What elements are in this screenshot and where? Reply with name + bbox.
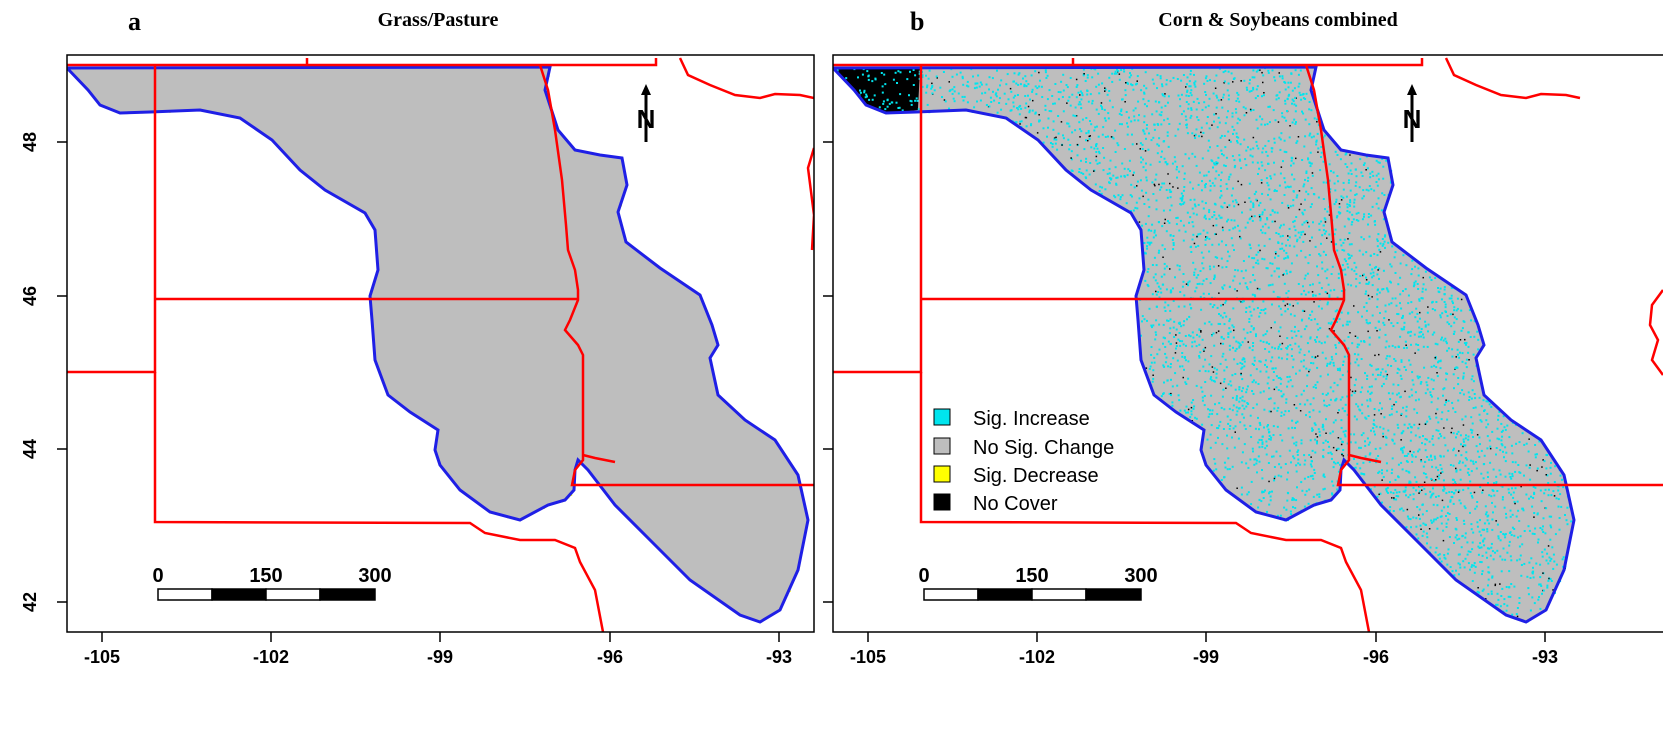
y-tick-label: 46 [20,286,40,306]
y-tick-label: 44 [20,439,40,459]
y-tick-label: 48 [20,132,40,152]
legend-label: Sig. Decrease [973,465,1099,487]
state-boundaries [833,57,1663,632]
x-tick-label: -105 [84,647,120,667]
scale-bar: 0 150 300 [918,565,1158,601]
scale-bar: 0 150 300 [152,565,392,601]
legend-swatch-no-cover [933,493,951,511]
legend-label: No Sig. Change [973,437,1114,459]
study-region-border [833,65,1576,624]
scale-label-150: 150 [1015,565,1048,587]
panel-title: Grass/Pasture [378,9,499,31]
panel-title: Corn & Soybeans combined [1158,9,1397,31]
x-tick-label: -96 [597,647,623,667]
state-boundaries [67,57,814,632]
panel-corn-soybeans: b Corn & Soybeans combined N [823,7,1663,667]
study-region-border [67,65,810,624]
x-tick-label: -102 [253,647,289,667]
speckle-layer [836,67,1573,623]
legend-swatch-no-change [933,437,951,455]
x-tick-label: -93 [1532,647,1558,667]
map-area [833,57,1663,632]
x-tick-label: -96 [1363,647,1389,667]
x-tick-label: -93 [766,647,792,667]
y-axis: 48 46 44 42 [20,132,67,612]
x-axis: -105 -102 -99 -96 -93 [84,632,792,667]
legend-swatch-decrease [933,465,951,483]
panel-letter: b [910,7,924,36]
x-tick-label: -99 [427,647,453,667]
x-tick-label: -105 [850,647,886,667]
no-cover-patch [833,68,920,112]
scale-label-300: 300 [1124,565,1157,587]
x-axis: -105 -102 -99 -96 -93 [850,632,1558,667]
y-axis [823,141,833,603]
scale-label-0: 0 [152,565,163,587]
panel-letter: a [128,7,141,36]
panel-grass-pasture: a Grass/Pasture N [20,7,815,667]
y-tick-label: 42 [20,592,40,612]
study-region [833,67,1574,622]
legend-label: Sig. Increase [973,408,1090,430]
north-arrow-icon: N [637,84,656,142]
legend-label: No Cover [973,493,1058,515]
north-label: N [1403,104,1422,134]
scale-label-300: 300 [358,565,391,587]
north-label: N [637,104,656,134]
x-tick-label: -99 [1193,647,1219,667]
map-frame [832,54,1663,633]
scale-label-0: 0 [918,565,929,587]
legend: Sig. Increase No Sig. Change Sig. Decrea… [933,408,1114,515]
north-arrow-icon: N [1403,84,1422,142]
x-tick-label: -102 [1019,647,1055,667]
legend-swatch-increase [933,408,951,426]
scale-label-150: 150 [249,565,282,587]
map-area [67,57,814,632]
